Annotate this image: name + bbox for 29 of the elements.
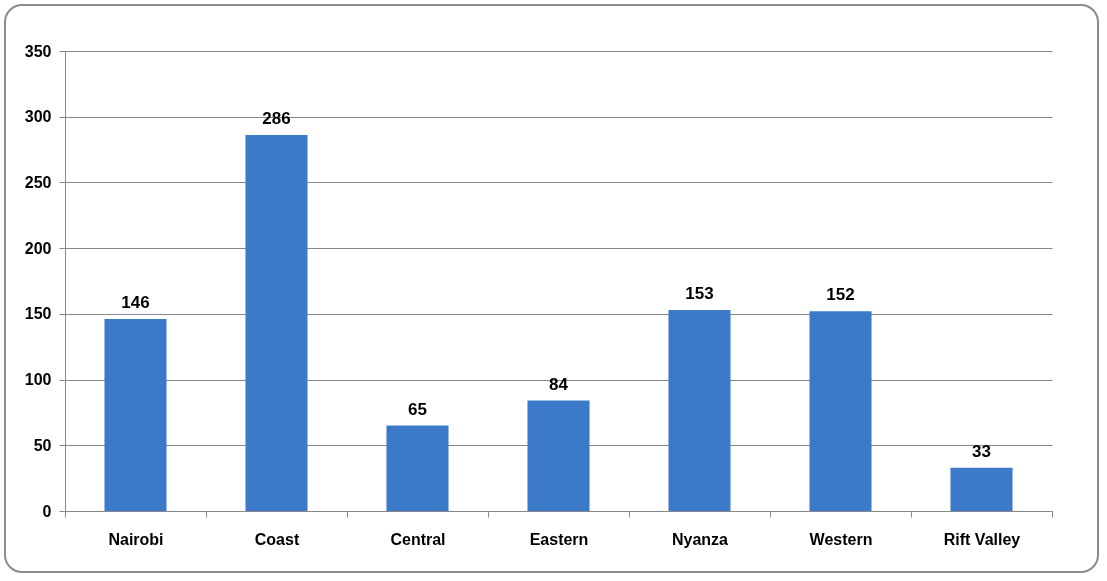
data-label: 153 [685,283,714,303]
y-tick-label: 0 [42,502,52,520]
data-label: 146 [121,293,150,313]
bar [527,400,590,511]
bar [809,311,872,511]
y-tick-label: 150 [24,305,52,323]
x-tick-label: Rift Valley [943,530,1021,548]
x-tick-label: Western [809,530,873,548]
y-tick-label: 250 [24,173,52,191]
data-label: 152 [826,285,855,305]
y-tick-label: 300 [24,108,52,126]
x-tick-label: Eastern [529,530,589,548]
bar [668,309,731,511]
x-tick-label: Nyanza [671,530,729,548]
data-label: 33 [972,441,991,461]
data-label: 84 [549,374,569,394]
data-label: 286 [262,109,291,129]
y-tick-label: 100 [24,371,52,389]
y-tick-label: 50 [33,436,52,454]
bar [386,425,449,511]
x-tick-label: Central [390,530,446,548]
bar [950,467,1013,511]
x-tick-label: Coast [254,530,300,548]
bar [245,135,308,511]
y-tick-label: 350 [24,42,52,60]
bar [104,319,167,511]
y-tick-label: 200 [24,239,52,257]
data-label: 65 [408,399,427,419]
x-tick-label: Nairobi [108,530,164,548]
